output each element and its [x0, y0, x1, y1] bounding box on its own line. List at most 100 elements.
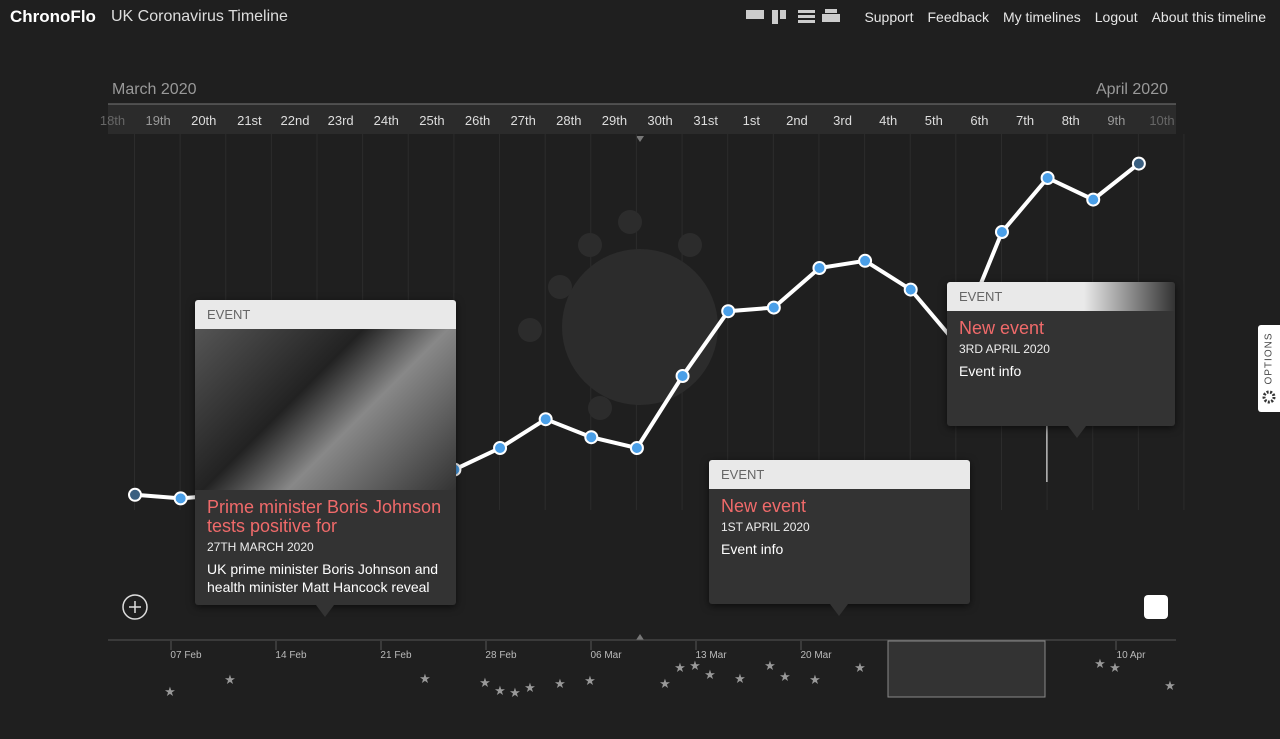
day-label: 31st — [693, 113, 718, 128]
data-point — [1040, 171, 1055, 185]
event-star: ★ — [584, 673, 596, 688]
day-label: 23rd — [328, 113, 354, 128]
card-body: UK prime minister Boris Johnson and heal… — [207, 561, 439, 595]
event-star: ★ — [479, 675, 491, 690]
day-label: 19th — [145, 113, 170, 128]
card-label: EVENT — [709, 460, 970, 489]
day-label: 4th — [879, 113, 897, 128]
event-star: ★ — [419, 671, 431, 686]
nav-link[interactable]: Logout — [1094, 9, 1138, 25]
event-star: ★ — [1164, 678, 1176, 693]
event-star: ★ — [509, 685, 521, 700]
day-label: 6th — [970, 113, 988, 128]
event-star: ★ — [764, 658, 776, 673]
day-label: 1st — [743, 113, 761, 128]
card-date: 1ST APRIL 2020 — [721, 520, 810, 534]
day-label: 30th — [647, 113, 672, 128]
data-point — [812, 261, 827, 275]
card-title: New event — [721, 496, 807, 516]
month-label: March 2020 — [112, 81, 197, 98]
timeline-title: UK Coronavirus Timeline — [111, 8, 288, 25]
day-label: 26th — [465, 113, 490, 128]
day-label: 3rd — [833, 113, 852, 128]
zoom-button[interactable] — [1144, 595, 1168, 619]
day-label: 22nd — [281, 113, 310, 128]
event-card[interactable]: EVENT New event 3RD APRIL 2020 Event inf… — [947, 282, 1175, 438]
nav-link[interactable]: My timelines — [1002, 9, 1081, 25]
day-label: 20th — [191, 113, 216, 128]
month-label: April 2020 — [1096, 81, 1168, 98]
day-label: 7th — [1016, 113, 1034, 128]
event-star: ★ — [704, 667, 716, 682]
data-point — [903, 282, 918, 297]
top-bar: ChronoFlo UK Coronavirus Timeline Suppor… — [0, 0, 1280, 34]
nav-link[interactable]: Support — [864, 9, 914, 25]
event-star: ★ — [554, 676, 566, 691]
navigator-window[interactable] — [887, 640, 1046, 698]
data-point — [128, 487, 142, 502]
data-point — [538, 412, 553, 427]
day-label: 29th — [602, 113, 627, 128]
day-strip — [108, 104, 1176, 134]
navigator-date: 14 Feb — [275, 650, 307, 661]
day-label: 24th — [374, 113, 399, 128]
event-star: ★ — [689, 658, 701, 673]
day-label: 18th — [100, 113, 125, 128]
event-star: ★ — [1109, 660, 1121, 675]
event-star: ★ — [164, 684, 176, 699]
card-date: 3RD APRIL 2020 — [959, 342, 1050, 356]
event-star: ★ — [734, 671, 746, 686]
options-label: OPTIONS — [1263, 332, 1275, 385]
card-image — [195, 329, 456, 490]
nav-links: Support Feedback My timelines Logout About t… — [850, 9, 1266, 27]
data-point — [766, 300, 781, 315]
nav-link[interactable]: Feedback — [927, 9, 989, 25]
event-star: ★ — [809, 672, 821, 687]
data-point — [629, 441, 644, 455]
card-label: EVENT — [947, 282, 1175, 311]
event-star: ★ — [524, 680, 536, 695]
card-body: Event info — [721, 541, 784, 557]
add-button[interactable] — [122, 594, 148, 620]
data-point — [493, 441, 508, 455]
day-label: 10th — [1149, 113, 1174, 128]
event-star: ★ — [854, 660, 866, 675]
day-label: 28th — [556, 113, 581, 128]
data-point — [173, 491, 188, 506]
view-icons[interactable] — [746, 9, 841, 26]
event-star: ★ — [779, 669, 791, 684]
day-label: 27th — [511, 113, 536, 128]
data-point — [994, 225, 1009, 239]
navigator-date: 21 Feb — [380, 650, 412, 661]
event-star: ★ — [224, 672, 236, 687]
navigator-date: 07 Feb — [170, 650, 202, 661]
data-point — [721, 304, 736, 319]
navigator-date: 20 Mar — [800, 650, 832, 661]
data-point — [1131, 156, 1146, 171]
card-date: 27TH MARCH 2020 — [207, 540, 314, 554]
event-card[interactable]: EVENT Prime minister Boris Johnson tests… — [195, 300, 456, 617]
card-body: Event info — [959, 363, 1022, 379]
data-point — [858, 253, 873, 268]
day-label: 9th — [1107, 113, 1125, 128]
navigator-date: 28 Feb — [485, 650, 517, 661]
data-point — [584, 430, 599, 445]
event-star: ★ — [1094, 656, 1106, 671]
event-star: ★ — [659, 676, 671, 691]
navigator-date: 10 Apr — [1117, 650, 1147, 661]
day-label: 21st — [237, 113, 262, 128]
day-label: 2nd — [786, 113, 808, 128]
navigator-date: 06 Mar — [590, 650, 622, 661]
options-tab[interactable]: OPTIONS — [1258, 325, 1280, 412]
brand[interactable]: ChronoFlo — [10, 7, 96, 26]
day-label: 25th — [419, 113, 444, 128]
data-point — [675, 369, 690, 383]
event-card[interactable]: EVENT New event 1ST APRIL 2020 Event inf… — [709, 460, 970, 616]
day-label: 5th — [925, 113, 943, 128]
nav-link[interactable]: About this timeline — [1151, 9, 1266, 25]
card-title: Prime minister Boris Johnson tests posit… — [207, 497, 442, 536]
virus-icon — [518, 210, 718, 420]
navigator-date: 13 Mar — [695, 650, 727, 661]
data-point — [1086, 192, 1101, 207]
